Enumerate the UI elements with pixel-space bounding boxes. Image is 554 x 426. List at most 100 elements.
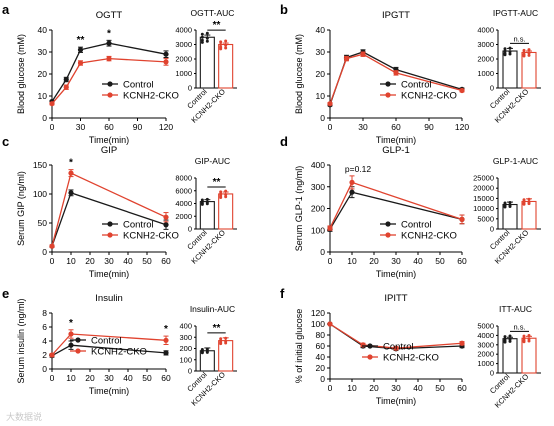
x-tick-label: 60 — [161, 373, 171, 383]
x-tick-label: 20 — [85, 373, 95, 383]
x-tick-label: 90 — [133, 122, 143, 132]
x-axis-label: Time(min) — [376, 135, 416, 145]
data-point — [163, 51, 169, 57]
auc-sample-dot — [200, 38, 204, 42]
panel-f: f0 10 20 30 40 50 60020406080100120IPITTTime(m… — [280, 286, 541, 410]
panel-b: b 0 30 60 90 120 0 10 20 30 40 IPGTT Time(min) Blood … — [280, 2, 541, 145]
panel-label: f — [280, 286, 285, 301]
legend-marker-control — [107, 221, 113, 227]
y-axis-label: Serum GIP (ng/ml) — [16, 171, 26, 246]
data-point — [68, 342, 74, 348]
y-tick-label: 300 — [311, 182, 325, 192]
auc-bar-kcnh2-cko — [521, 337, 537, 374]
data-point — [349, 189, 355, 195]
data-point — [49, 101, 55, 107]
legend-label-cko: KCNH2-CKO — [123, 231, 179, 242]
x-axis-label: Time(min) — [89, 386, 129, 396]
x-tick-label: 20 — [369, 256, 379, 266]
auc-y-tick-label: 2000 — [175, 212, 192, 221]
y-tick-label: 40 — [38, 25, 48, 35]
auc-title: Insulin-AUC — [190, 304, 235, 314]
auc-sample-dot — [508, 334, 512, 338]
auc-sample-dot — [522, 48, 526, 52]
auc-y-tick-label: 15000 — [473, 194, 494, 203]
legend-label-cko: KCNH2-CKO — [401, 231, 457, 242]
auc-y-tick-label: 10000 — [473, 204, 494, 213]
auc-y-tick-label: 300 — [179, 333, 192, 342]
x-tick-label: 60 — [104, 122, 114, 132]
legend-label-control: Control — [123, 80, 154, 91]
data-point — [459, 87, 465, 94]
x-tick-label: 50 — [142, 256, 152, 266]
panel-a: a 0 30 60 90 120 0 10 20 30 40 OGTT Time(min) Blood g… — [2, 2, 237, 145]
auc-title: OGTT-AUC — [191, 8, 235, 18]
chart-title: GIP — [101, 145, 117, 156]
auc-y-tick-label: 5000 — [477, 322, 494, 331]
x-tick-label: 60 — [391, 122, 401, 132]
x-tick-label: 30 — [104, 256, 114, 266]
y-tick-label: 30 — [316, 47, 326, 57]
x-tick-label: 30 — [358, 122, 368, 132]
auc-sample-dot — [200, 32, 204, 36]
auc-sample-dot — [527, 51, 531, 55]
x-tick-label: 60 — [457, 383, 467, 393]
x-tick-label: 60 — [457, 256, 467, 266]
y-tick-label: 20 — [316, 69, 326, 79]
data-point — [63, 84, 69, 90]
y-tick-label: 30 — [38, 47, 48, 57]
auc-significance: n.s. — [513, 322, 525, 331]
x-tick-label: 120 — [159, 122, 173, 132]
watermark: 大数据说 — [6, 411, 42, 422]
auc-y-tick-label: 0 — [490, 369, 494, 378]
auc-sample-dot — [219, 43, 223, 46]
auc-y-tick-label: 3000 — [175, 40, 192, 49]
auc-y-tick-label: 1000 — [477, 69, 494, 78]
auc-bar-kcnh2-cko — [218, 340, 234, 372]
auc-sample-dot — [527, 197, 531, 201]
auc-sample-dot — [205, 39, 209, 43]
auc-y-tick-label: 100 — [179, 355, 192, 364]
auc-sample-dot — [508, 204, 512, 208]
y-tick-label: 120 — [311, 308, 325, 318]
x-tick-label: 90 — [424, 122, 434, 132]
auc-sample-dot — [205, 31, 209, 35]
y-tick-label: 50 — [38, 218, 48, 228]
data-point — [360, 51, 366, 57]
auc-sample-dot — [205, 36, 209, 40]
x-tick-label: 0 — [328, 256, 333, 266]
y-tick-label: 0 — [42, 364, 47, 374]
x-tick-label: 0 — [50, 373, 55, 383]
y-tick-label: 150 — [33, 160, 47, 170]
x-tick-label: 50 — [435, 256, 445, 266]
y-tick-label: 10 — [38, 91, 48, 101]
significance-label: * — [69, 158, 73, 169]
auc-title: GLP-1-AUC — [493, 156, 538, 166]
significance-label: * — [69, 318, 73, 329]
y-axis-label: Serum insulin (ng/ml) — [16, 298, 26, 383]
auc-sample-dot — [527, 202, 531, 206]
x-tick-label: 0 — [328, 122, 333, 132]
legend-label-control: Control — [91, 336, 122, 347]
panel-label: b — [280, 2, 288, 17]
chart-title: Insulin — [95, 293, 122, 304]
y-tick-label: 0 — [320, 247, 325, 257]
x-tick-label: 30 — [104, 373, 114, 383]
x-tick-label: 30 — [391, 383, 401, 393]
x-axis-label: Time(min) — [376, 396, 416, 406]
data-point — [343, 56, 350, 62]
y-tick-label: 80 — [316, 330, 326, 340]
auc-y-tick-label: 4000 — [477, 26, 494, 35]
legend-marker-cko — [107, 92, 113, 98]
auc-y-tick-label: 0 — [490, 225, 494, 234]
data-point — [49, 352, 55, 358]
data-point — [327, 225, 333, 231]
auc-sample-dot — [522, 53, 526, 57]
data-point — [49, 243, 55, 249]
auc-sample-dot — [219, 340, 223, 344]
x-tick-label: 40 — [123, 256, 133, 266]
auc-sample-dot — [503, 49, 507, 53]
y-tick-label: 100 — [33, 189, 47, 199]
legend-marker-control — [75, 337, 81, 343]
legend-label-control: Control — [383, 342, 414, 353]
